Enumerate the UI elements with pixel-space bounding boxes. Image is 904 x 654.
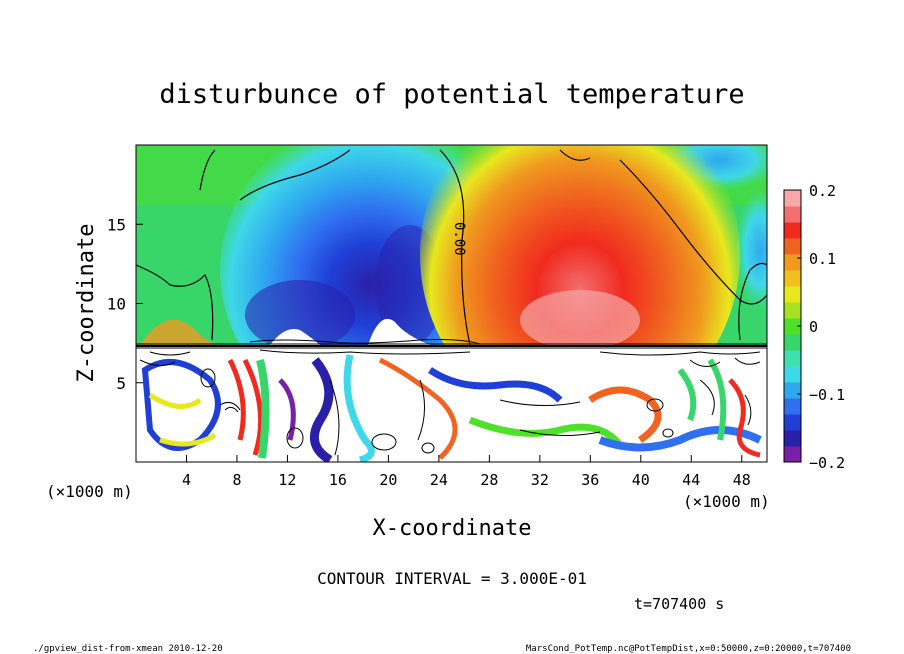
x-tick-label: 48 <box>733 471 751 489</box>
x-unit-right: (×1000 m) <box>683 492 770 511</box>
lower-swirl-11 <box>677 358 727 441</box>
colorbar-swatch <box>784 382 801 399</box>
lower-swirl-5 <box>343 354 375 462</box>
colorbar-swatch <box>784 254 801 271</box>
cyan-right-edge <box>735 190 767 310</box>
x-tick-label: 20 <box>379 471 397 489</box>
lower-swirl-14 <box>278 378 296 441</box>
colorbar-swatch <box>784 366 801 383</box>
colorbar-swatch <box>784 430 801 447</box>
colorbar-swatch <box>784 414 801 431</box>
lower-swirl-7 <box>428 367 563 403</box>
x-tick-label: 4 <box>182 471 191 489</box>
colorbar-swatch <box>784 302 801 319</box>
y-axis: 5 10 15 <box>107 215 143 393</box>
colorbar-swatch <box>784 398 801 415</box>
colorbar-swatch <box>784 238 801 255</box>
white-cap-right <box>368 318 430 345</box>
x-axis-label: X-coordinate <box>373 516 532 541</box>
x-tick-label: 24 <box>430 471 448 489</box>
x-tick-label: 36 <box>581 471 599 489</box>
warm-stripe-left <box>140 319 215 345</box>
colorbar-swatch <box>784 190 801 207</box>
zero-contour-center <box>439 149 471 346</box>
x-axis: 4 8 12 16 20 24 28 32 36 40 44 48 <box>182 455 751 489</box>
footer-right: MarsCond_PotTemp.nc@PotTempDist,x=0:5000… <box>526 644 851 654</box>
colorbar-tick-label: 0.1 <box>809 250 836 268</box>
colorbar-swatch <box>784 350 801 367</box>
colorbar-tick-label: −0.1 <box>809 386 845 404</box>
colorbar <box>784 190 801 463</box>
colorbar-tick-label: 0 <box>809 318 818 336</box>
zero-contour-top-mid <box>559 149 591 161</box>
colorbar-swatch <box>784 318 801 335</box>
x-tick-label: 28 <box>480 471 498 489</box>
colorbar-swatch <box>784 270 801 287</box>
lower-swirl-3 <box>256 359 270 459</box>
chart-title: disturbunce of potential temperature <box>159 79 744 110</box>
zero-contour-top-left <box>199 149 351 201</box>
x-tick-label: 44 <box>682 471 700 489</box>
y-axis-label: Z-coordinate <box>74 224 99 383</box>
lower-swirl-4 <box>309 357 334 462</box>
x-tick-label: 12 <box>278 471 296 489</box>
lower-swirl-1 <box>141 359 221 451</box>
x-tick-label: 32 <box>531 471 549 489</box>
lower-swirl-13 <box>148 392 217 447</box>
cold-core-left <box>245 280 355 350</box>
y-tick-label: 15 <box>107 215 126 234</box>
lower-swirl-10 <box>598 426 762 452</box>
colorbar-swatch <box>784 222 801 239</box>
time-label: t=707400 s <box>634 595 724 613</box>
lower-contours <box>200 368 752 456</box>
x-tick-label: 8 <box>232 471 241 489</box>
plot-area: 0.00 <box>136 145 767 462</box>
colorbar-tick-label: −0.2 <box>809 454 845 472</box>
y-tick-label: 5 <box>116 374 126 393</box>
colorbar-swatch <box>784 206 801 223</box>
x-tick-label: 40 <box>632 471 650 489</box>
colorbar-ticks: 0.2 0.1 0 −0.1 −0.2 <box>797 182 845 472</box>
contour-interval: CONTOUR INTERVAL = 3.000E-01 <box>317 569 587 588</box>
lower-swirl-6 <box>378 357 458 460</box>
zero-contour-right <box>619 159 767 305</box>
colorbar-swatch <box>784 334 801 351</box>
x-unit-left: (×1000 m) <box>46 482 133 501</box>
inversion-contours <box>136 339 767 367</box>
colorbar-tick-label: 0.2 <box>809 182 836 200</box>
zero-contour-far-right <box>738 262 767 341</box>
lower-swirl-2 <box>227 358 264 456</box>
zero-contour-left <box>136 264 214 341</box>
x-tick-label: 16 <box>329 471 347 489</box>
contour-label: 0.00 <box>451 222 467 256</box>
lower-swirl-12 <box>728 378 761 458</box>
footer-left: ./gpview_dist-from-xmean 2010-12-20 <box>33 644 223 654</box>
colorbar-swatch <box>784 286 801 303</box>
colorbar-swatch <box>784 446 801 463</box>
y-tick-label: 10 <box>107 295 126 314</box>
warm-core <box>520 290 640 350</box>
lower-swirl-8 <box>468 416 623 448</box>
